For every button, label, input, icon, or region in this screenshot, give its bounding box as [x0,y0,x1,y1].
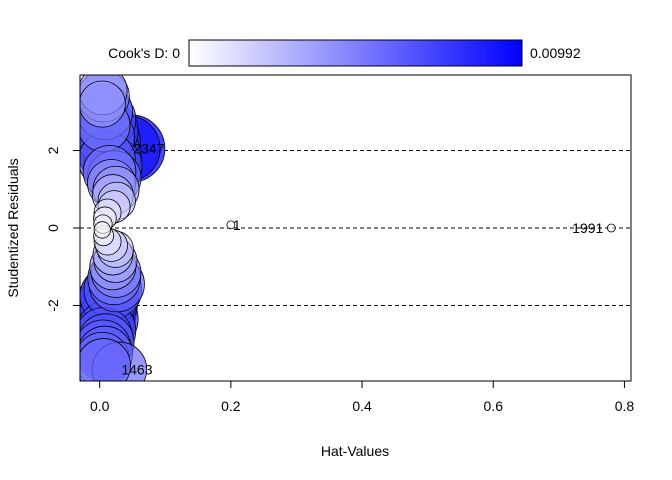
legend: Cook's D: 0 0.00992 [108,39,581,67]
x-tick-label: 0.4 [352,398,372,414]
point-label: 2347 [133,141,164,157]
data-point [606,223,616,233]
y-tick-label: -2 [45,299,61,312]
point-label: 1 [233,217,241,233]
data-point [80,338,131,381]
x-axis: 0.0 0.2 0.4 0.6 0.8 [90,381,634,414]
data-point [226,220,236,230]
legend-color-bar [188,39,523,67]
point-label: 1991 [572,220,603,236]
y-axis: -2 0 2 [45,146,80,312]
point-labels: 2347 1 1991 1463 [121,141,603,378]
y-tick-label: 2 [45,146,61,154]
y-axis-title: Studentized Residuals [5,158,21,297]
legend-max-label: 0.00992 [530,45,581,61]
y-tick-label: 0 [45,224,61,232]
legend-label: Cook's D: 0 [108,45,180,61]
x-axis-title: Hat-Values [321,443,389,459]
x-tick-label: 0.6 [484,398,504,414]
reference-lines [80,150,631,306]
data-point [93,221,111,239]
point-label: 1463 [121,361,152,377]
data-point [80,80,126,128]
x-tick-label: 0.0 [90,398,110,414]
x-tick-label: 0.2 [221,398,241,414]
bubble-layer [80,75,616,381]
x-tick-label: 0.8 [615,398,635,414]
